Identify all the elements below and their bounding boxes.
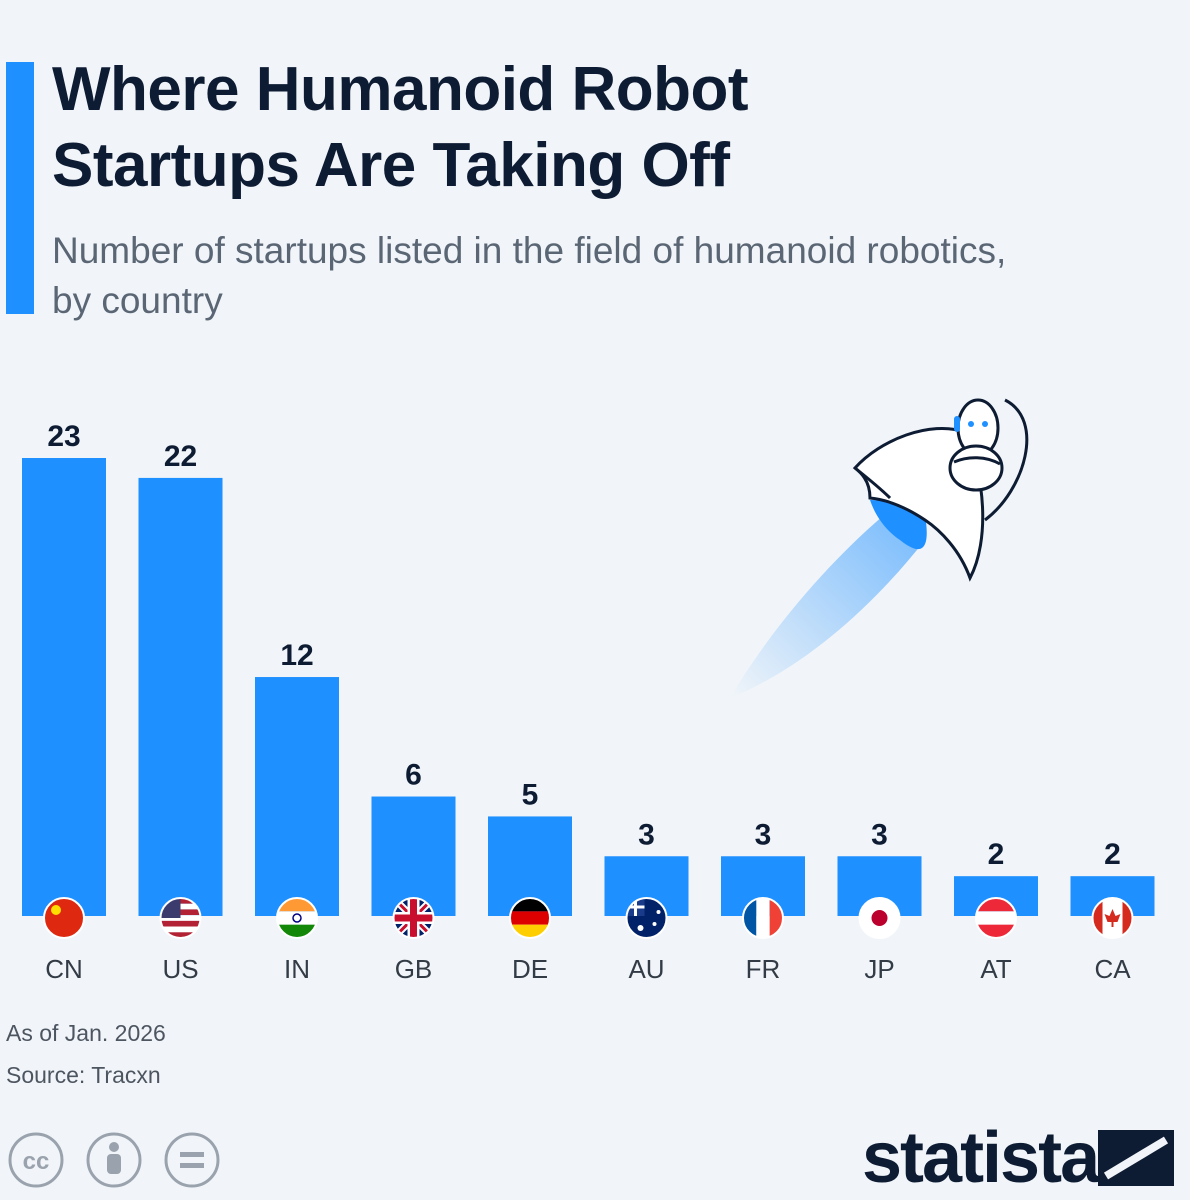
tick-label-jp: JP [864,954,894,984]
japan-flag-icon [858,897,901,939]
tick-label-cn: CN [45,954,83,984]
tick-label-au: AU [628,954,664,984]
data-label-jp: 3 [871,818,888,851]
uk-flag-icon [392,897,435,939]
austria-flag-icon [975,897,1017,939]
bar-cn [22,458,106,916]
tick-label-fr: FR [746,954,781,984]
data-label-ca: 2 [1104,838,1121,871]
attribution-icon[interactable] [86,1132,142,1188]
title-accent-bar [6,62,34,314]
usa-flag-icon [159,897,202,939]
tick-label-in: IN [284,954,310,984]
tick-label-at: AT [980,954,1011,984]
rocket-robot-icon [730,398,1029,698]
tick-label-gb: GB [395,954,433,984]
bar-us [138,477,223,916]
chart-title: Where Humanoid Robot Startups Are Taking… [52,55,749,200]
india-flag-icon [276,897,318,939]
germany-flag-icon [509,897,551,939]
statista-logo[interactable]: statista [862,1118,1100,1198]
tick-label-de: DE [512,954,548,984]
bar-chart: 23 CN 22 US 12 IN 6 GB 5 DE 3 AU 3 FR 3 JP 2 AT 2 CA [22,420,1155,984]
tick-label-ca: CA [1094,954,1131,984]
data-label-at: 2 [988,838,1005,871]
canada-flag-icon [1091,897,1134,939]
data-label-au: 3 [638,818,655,851]
no-derivatives-icon[interactable] [164,1132,220,1188]
license-icons[interactable]: cc [6,1130,226,1190]
data-label-gb: 6 [405,759,422,792]
source-note: Source: Tracxn [6,1062,161,1088]
data-label-us: 22 [164,440,197,473]
creative-commons-icon[interactable]: cc [8,1132,64,1188]
as-of-note: As of Jan. 2026 [6,1020,166,1046]
china-flag-icon [43,897,85,939]
bar-gb [371,796,456,916]
statista-logo-mark[interactable] [1098,1130,1174,1186]
svg-text:cc: cc [23,1148,50,1175]
france-flag-icon [742,897,784,939]
data-label-de: 5 [522,778,539,811]
data-label-cn: 23 [47,420,80,453]
chart-subtitle: Number of startups listed in the field o… [52,230,1007,321]
data-label-fr: 3 [755,818,772,851]
australia-flag-icon [625,897,668,939]
data-label-in: 12 [280,639,313,672]
bar-in [255,677,339,916]
tick-label-us: US [162,954,198,984]
